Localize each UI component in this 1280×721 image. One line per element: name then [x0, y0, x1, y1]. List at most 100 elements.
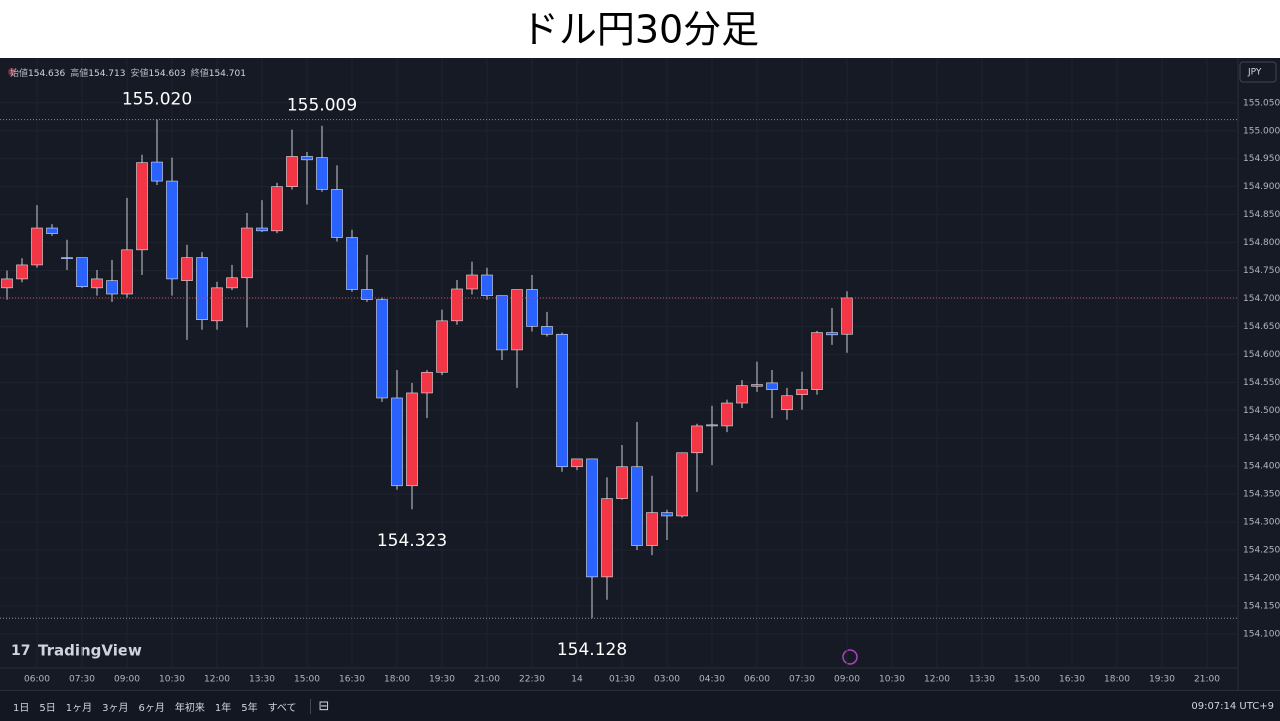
x-tick-label: 07:30: [789, 675, 815, 685]
x-tick-label: 07:30: [69, 675, 95, 685]
candle-body: [376, 299, 388, 399]
y-tick-label: 154.800: [1243, 238, 1280, 248]
range-button[interactable]: 6ヶ月: [138, 702, 165, 714]
x-tick-label: 18:00: [384, 675, 410, 685]
candle-body: [766, 382, 778, 390]
x-tick-label: 21:00: [1194, 675, 1220, 685]
candle-body: [316, 157, 328, 190]
range-button[interactable]: 1日: [13, 702, 30, 714]
y-tick-label: 154.600: [1243, 350, 1280, 360]
y-tick-label: 154.950: [1243, 154, 1280, 164]
x-tick-label: 06:00: [744, 675, 770, 685]
legend-key: 始値: [10, 69, 29, 79]
currency-label[interactable]: JPY: [1247, 68, 1262, 78]
candle-body: [661, 512, 673, 517]
chart-title: ドル円30分足: [521, 8, 759, 52]
x-tick-label: 04:30: [699, 675, 725, 685]
logo: TradingView: [38, 642, 142, 660]
range-button[interactable]: 3ヶ月: [102, 702, 129, 714]
candle-body: [451, 288, 463, 322]
candle-body: [826, 332, 838, 336]
x-tick-label: 16:30: [1059, 675, 1085, 685]
candle-body: [301, 156, 313, 161]
y-tick-label: 155.000: [1243, 126, 1280, 136]
y-tick-label: 154.750: [1243, 266, 1280, 276]
candle-body: [601, 498, 613, 578]
candle-body: [331, 189, 343, 238]
candle-body: [346, 237, 358, 290]
annotation: 155.020: [122, 90, 192, 110]
y-tick-label: 154.150: [1243, 601, 1280, 611]
y-tick-label: 154.550: [1243, 378, 1280, 388]
legend-item: 始値154.636: [10, 66, 65, 79]
candle-body: [481, 274, 493, 296]
range-button[interactable]: 5年: [241, 702, 258, 714]
date-range-icon[interactable]: ⊟: [309, 698, 329, 714]
clock: 09:07:14 UTC+9: [1191, 700, 1274, 712]
y-tick-label: 154.850: [1243, 210, 1280, 220]
ohlc-legend: 始値154.636 高値154.713 安値154.603 終値154.701: [10, 66, 246, 79]
candle-body: [151, 161, 163, 182]
candle-body: [841, 297, 853, 335]
candle-body: [76, 257, 88, 288]
range-button[interactable]: 5日: [39, 702, 56, 714]
x-tick-label: 03:00: [654, 675, 680, 685]
candle-body: [31, 227, 43, 266]
range-button[interactable]: すべて: [267, 702, 297, 714]
candle-body: [361, 289, 373, 300]
legend-value: 154.636: [28, 69, 66, 79]
x-tick-label: 18:00: [1104, 675, 1130, 685]
candle-body: [571, 458, 583, 468]
candle-body: [646, 512, 658, 546]
x-tick-label: 14: [571, 675, 583, 685]
candle-body: [706, 424, 718, 427]
candle-body: [181, 257, 193, 281]
candle-body: [91, 278, 103, 289]
candle-body: [166, 180, 178, 280]
x-tick-label: 19:30: [429, 675, 455, 685]
y-tick-label: 154.250: [1243, 546, 1280, 556]
candle-body: [61, 257, 73, 259]
legend-item: 終値154.701: [191, 66, 246, 79]
range-button[interactable]: 1ヶ月: [65, 702, 93, 714]
x-tick-label: 13:30: [249, 675, 275, 685]
x-tick-label: 15:00: [294, 675, 320, 685]
annotation: 154.128: [557, 640, 627, 660]
candle-body: [256, 227, 268, 232]
symbol-icon: [8, 68, 16, 76]
currency-select[interactable]: [1239, 61, 1277, 83]
candle-body: [466, 274, 478, 290]
y-tick-label: 154.200: [1243, 573, 1280, 583]
candle-body: [421, 371, 433, 394]
candle-body: [721, 402, 733, 427]
y-tick-label: 154.900: [1243, 182, 1280, 192]
y-tick-label: 154.450: [1243, 434, 1280, 444]
candle-body: [511, 289, 523, 351]
candle-body: [391, 397, 403, 487]
legend-key: 安値: [130, 69, 149, 79]
range-button[interactable]: 1年: [214, 702, 232, 714]
candle-body: [106, 280, 118, 295]
title-band: [0, 0, 1280, 58]
candle-body: [1, 278, 13, 289]
y-tick-label: 154.350: [1243, 490, 1280, 500]
x-tick-label: 15:00: [1014, 675, 1040, 685]
x-tick-label: 12:00: [204, 675, 230, 685]
candle-body: [691, 425, 703, 454]
x-tick-label: 16:30: [339, 675, 365, 685]
x-tick-label: 09:00: [834, 675, 860, 685]
y-tick-label: 154.500: [1243, 406, 1280, 416]
candle-body: [121, 249, 133, 295]
range-button[interactable]: 年初来: [174, 702, 205, 714]
legend-item: 安値154.603: [130, 66, 185, 79]
x-tick-label: 06:00: [24, 675, 50, 685]
legend-value: 154.603: [148, 69, 186, 79]
candle-body: [781, 395, 793, 411]
x-tick-label: 01:30: [609, 675, 635, 685]
candle-body: [46, 227, 58, 234]
y-tick-label: 154.300: [1243, 518, 1280, 528]
candle-body: [136, 162, 148, 251]
alert-icon[interactable]: [842, 649, 858, 665]
